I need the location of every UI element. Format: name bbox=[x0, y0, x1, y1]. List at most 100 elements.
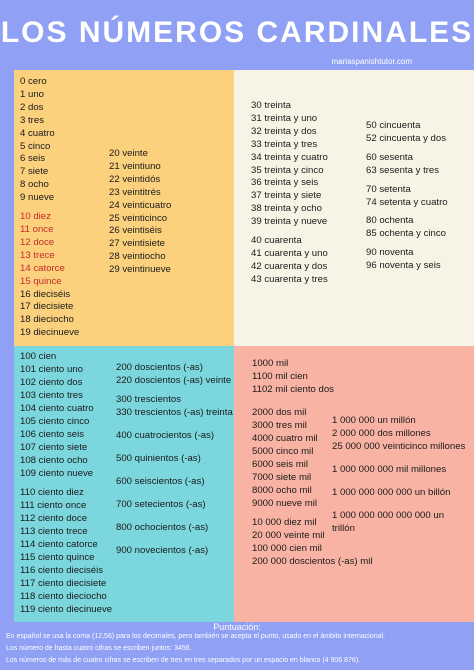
number-entry: 109 ciento nueve bbox=[20, 468, 94, 479]
number-entry: 106 ciento seis bbox=[20, 429, 84, 440]
spacer bbox=[116, 534, 233, 544]
q1-col1: 0 cero 1 uno 2 dos 3 tres 4 cuatro 5 cinco 6 s… bbox=[20, 76, 79, 340]
number-entry: 21 veintiuno bbox=[109, 160, 161, 172]
number-entry: 1102 mil ciento dos bbox=[252, 384, 334, 395]
number-entry: 1 000 000 000 000 un billón bbox=[332, 487, 451, 498]
spacer bbox=[116, 465, 233, 475]
number-entry: 100 cien bbox=[20, 351, 57, 362]
number-entry: 22 veintidós bbox=[109, 173, 161, 185]
q4-col1: 1000 mil 1100 mil cien 1102 mil ciento dos… bbox=[252, 357, 373, 568]
header: LOS NÚMEROS CARDINALES mariaspanishtutor… bbox=[0, 0, 474, 70]
number-entry: 2 dos bbox=[20, 101, 44, 113]
number-entry: 20 veinte bbox=[109, 148, 148, 159]
number-entry: 1 000 000 000 mil millones bbox=[332, 464, 447, 475]
number-entry: 39 treinta y nueve bbox=[251, 216, 328, 228]
spacer bbox=[116, 419, 233, 429]
number-entry: 220 doscientos (-as) veinte bbox=[116, 375, 232, 386]
number-entry: 80 ochenta bbox=[366, 215, 414, 227]
number-entry: 1 000 000 000 000 000 un bbox=[332, 510, 445, 521]
number-entry: 96 noventa y seis bbox=[366, 260, 441, 272]
number-entry: 2 000 000 dos millones bbox=[332, 428, 431, 439]
spacer bbox=[332, 476, 465, 486]
footer-line: Los números de más de cuatro cifras se e… bbox=[6, 657, 361, 664]
number-entry: 10 diez bbox=[20, 211, 51, 223]
spacer bbox=[252, 396, 373, 406]
site-url: mariaspanishtutor.com bbox=[331, 57, 412, 66]
number-entry: 102 ciento dos bbox=[20, 377, 83, 388]
q1-col2: 20 veinte 21 veintiuno 22 veintidós 23 vein… bbox=[109, 148, 171, 277]
number-entry: 34 treinta y cuatro bbox=[251, 151, 328, 163]
number-entry: 900 novecientos (-as) bbox=[116, 545, 209, 556]
number-entry: 16 dieciséis bbox=[20, 288, 71, 300]
quadrant-hundreds: 100 cien 101 ciento uno 102 ciento dos 103 … bbox=[14, 346, 234, 622]
number-entry: 103 ciento tres bbox=[20, 390, 83, 401]
number-entry: 37 treinta y siete bbox=[251, 190, 322, 202]
number-entry: 600 seiscientos (-as) bbox=[116, 476, 205, 487]
number-entry: 330 trescientos (-as) treinta bbox=[116, 407, 233, 418]
number-entry: 116 ciento dieciséis bbox=[20, 565, 104, 576]
number-entry: 41 cuarenta y uno bbox=[251, 247, 328, 259]
number-entry: 19 diecinueve bbox=[20, 327, 80, 339]
number-entry: 36 treinta y seis bbox=[251, 177, 319, 189]
number-entry: 117 ciento diecisiete bbox=[20, 578, 107, 589]
number-entry: 30 treinta bbox=[251, 100, 292, 111]
number-entry: 110 ciento diez bbox=[20, 487, 84, 498]
q3-col1: 100 cien 101 ciento uno 102 ciento dos 103 … bbox=[20, 350, 112, 616]
number-entry: 118 ciento dieciocho bbox=[20, 591, 107, 602]
number-entry: 8000 ocho mil bbox=[252, 485, 312, 496]
number-entry: 107 ciento siete bbox=[20, 442, 88, 453]
number-entry: 400 cuatrocientos (-as) bbox=[116, 430, 215, 441]
q2-col1: 30 treinta 31 treinta y uno 32 treinta y d… bbox=[251, 100, 328, 287]
spacer bbox=[332, 499, 465, 509]
number-entry: 74 setenta y cuatro bbox=[366, 196, 448, 208]
number-entry: 32 treinta y dos bbox=[251, 125, 317, 137]
number-entry: 1 uno bbox=[20, 88, 45, 100]
number-entry: 113 ciento trece bbox=[20, 526, 88, 537]
number-entry: 5000 cinco mil bbox=[252, 446, 314, 457]
footer-title: Puntuación: bbox=[213, 622, 261, 632]
number-entry: 6000 seis mil bbox=[252, 459, 308, 470]
number-entry: 26 veintiséis bbox=[109, 225, 162, 237]
footer-line: Los número de hasta cuatro cifras se esc… bbox=[6, 645, 192, 652]
number-entry: 43 cuarenta y tres bbox=[251, 273, 328, 285]
quadrant-30-99: 30 treinta 31 treinta y uno 32 treinta y d… bbox=[234, 70, 474, 346]
number-entry: 14 catorce bbox=[20, 262, 65, 274]
number-entry: 60 sesenta bbox=[366, 151, 413, 163]
number-entry: 18 dieciocho bbox=[20, 314, 74, 326]
number-entry: 70 setenta bbox=[366, 183, 411, 195]
number-entry: 40 cuarenta bbox=[251, 235, 302, 247]
number-entry: 17 diecisiete bbox=[20, 301, 74, 313]
number-entry: 10 000 diez mil bbox=[252, 517, 317, 528]
number-entry: 1000 mil bbox=[252, 358, 289, 369]
number-entry: 24 veinticuatro bbox=[109, 199, 172, 211]
number-entry: 38 treinta y ocho bbox=[251, 203, 322, 215]
number-entry: 2000 dos mil bbox=[252, 407, 307, 418]
number-entry: 11 once bbox=[20, 223, 54, 235]
number-entry: 31 treinta y uno bbox=[251, 112, 318, 124]
number-entry: 23 veintitrés bbox=[109, 186, 161, 198]
number-entry: 15 quince bbox=[20, 275, 62, 287]
number-entry: 111 ciento once bbox=[20, 500, 87, 511]
number-entry: 101 ciento uno bbox=[20, 364, 83, 375]
q4-col2: 1 000 000 un millón 2 000 000 dos millone… bbox=[332, 414, 465, 535]
number-entry: 200 000 doscientos (-as) mil bbox=[252, 556, 373, 567]
number-entry: 50 cincuenta bbox=[366, 120, 421, 131]
number-entry: 3 tres bbox=[20, 114, 44, 126]
spacer bbox=[116, 442, 233, 452]
number-entry: 0 cero bbox=[20, 76, 47, 87]
number-entry: 1 000 000 un millón bbox=[332, 415, 416, 426]
number-entry: 200 doscientos (-as) bbox=[116, 362, 203, 373]
number-entry: 105 ciento cinco bbox=[20, 416, 90, 427]
number-entry: 20 000 veinte mil bbox=[252, 530, 325, 541]
number-entry: 5 cinco bbox=[20, 140, 51, 152]
spacer bbox=[116, 511, 233, 521]
spacer bbox=[332, 453, 465, 463]
spacer bbox=[116, 488, 233, 498]
footer-line: En español se usa la coma (12,56) para l… bbox=[6, 633, 386, 640]
number-entry: 104 ciento cuatro bbox=[20, 403, 94, 414]
number-entry: 108 ciento ocho bbox=[20, 455, 88, 466]
number-entry: 52 cincuenta y dos bbox=[366, 132, 447, 144]
quadrant-0-29: 0 cero 1 uno 2 dos 3 tres 4 cuatro 5 cinco 6 s… bbox=[14, 70, 234, 346]
number-entry: 35 treinta y cinco bbox=[251, 164, 324, 176]
number-entry: 115 ciento quince bbox=[20, 552, 95, 563]
